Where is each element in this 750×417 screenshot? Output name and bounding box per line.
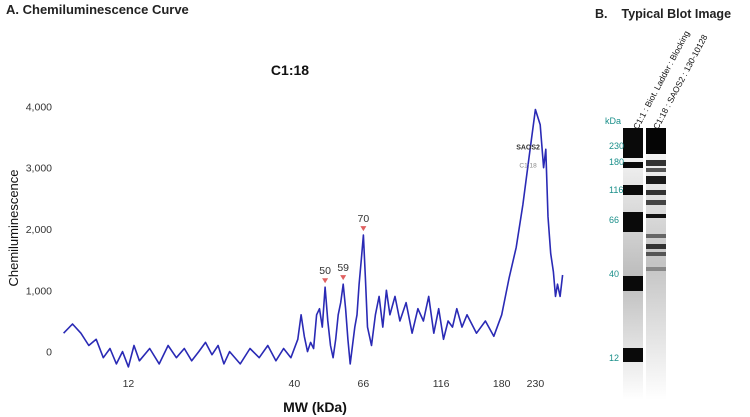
panel-a-title: A. Chemiluminescence Curve <box>6 2 189 17</box>
peak-marker <box>322 278 329 284</box>
ladder-mark-12: 12 <box>609 353 619 363</box>
y-tick-label: 0 <box>46 347 52 359</box>
x-tick-label: 12 <box>123 378 135 390</box>
y-tick-label: 4,000 <box>26 101 52 113</box>
y-tick-label: 3,000 <box>26 163 52 175</box>
peak-marker <box>360 226 367 232</box>
lane-1-band <box>623 150 643 158</box>
x-tick-label: 40 <box>289 378 301 390</box>
lane-1-band <box>623 185 643 195</box>
lane-1-band <box>623 276 643 286</box>
lane-2-band <box>646 200 666 205</box>
lane-2-band <box>646 176 666 184</box>
lane-1-band <box>623 128 643 150</box>
blot-body: 230 180 116 66 40 12 <box>609 128 666 400</box>
ladder-mark-40: 40 <box>609 269 619 279</box>
x-tick-label: 230 <box>527 378 545 390</box>
lane-2-band <box>646 267 666 271</box>
series-annotation: SAOS2 <box>516 144 540 151</box>
y-axis-label: Chemiluminescence <box>6 169 21 286</box>
lane-2-band <box>646 214 666 218</box>
chart-title: C1:18 <box>271 62 309 78</box>
lane-2-band <box>646 128 666 154</box>
series-line-0 <box>63 108 564 368</box>
peak-label: 59 <box>337 262 349 274</box>
lane-2-band <box>646 190 666 195</box>
y-tick-label: 2,000 <box>26 224 52 236</box>
x-axis-label: MW (kDa) <box>283 399 347 415</box>
lane-2-band <box>646 234 666 238</box>
lane-1-band <box>623 348 643 362</box>
blot-unit-label: kDa <box>605 116 621 126</box>
lane-2-band <box>646 244 666 249</box>
lane-1-band <box>623 212 643 232</box>
panel-b-label: B. <box>595 7 608 21</box>
ladder-mark-66: 66 <box>609 215 619 225</box>
peak-label: 50 <box>319 265 331 277</box>
peak-label: 70 <box>358 213 370 225</box>
lane-2-band <box>646 168 666 172</box>
panel-b-title: B. Typical Blot Image <box>595 7 731 21</box>
ladder-mark-180: 180 <box>609 157 624 167</box>
x-tick-label: 180 <box>493 378 511 390</box>
x-tick-label: 116 <box>433 378 450 390</box>
peak-marker <box>340 275 347 281</box>
y-tick-label: 1,000 <box>26 285 52 297</box>
series-annotation: C1:18 <box>519 163 537 170</box>
x-tick-label: 66 <box>358 378 370 390</box>
ladder-mark-230: 230 <box>609 141 624 151</box>
blot-lane-2 <box>646 128 666 400</box>
lane-2-band <box>646 160 666 166</box>
blot-lane-1 <box>623 128 643 400</box>
panel-b-heading: Typical Blot Image <box>621 7 732 21</box>
ladder-mark-116: 116 <box>609 185 623 195</box>
lane-1-band <box>623 285 643 291</box>
lane-2-band <box>646 252 666 256</box>
chart-body: 0 1,000 2,000 3,000 4,000 12 40 66 116 180 230 50 59… <box>26 101 564 390</box>
lane-1-band <box>623 162 643 168</box>
